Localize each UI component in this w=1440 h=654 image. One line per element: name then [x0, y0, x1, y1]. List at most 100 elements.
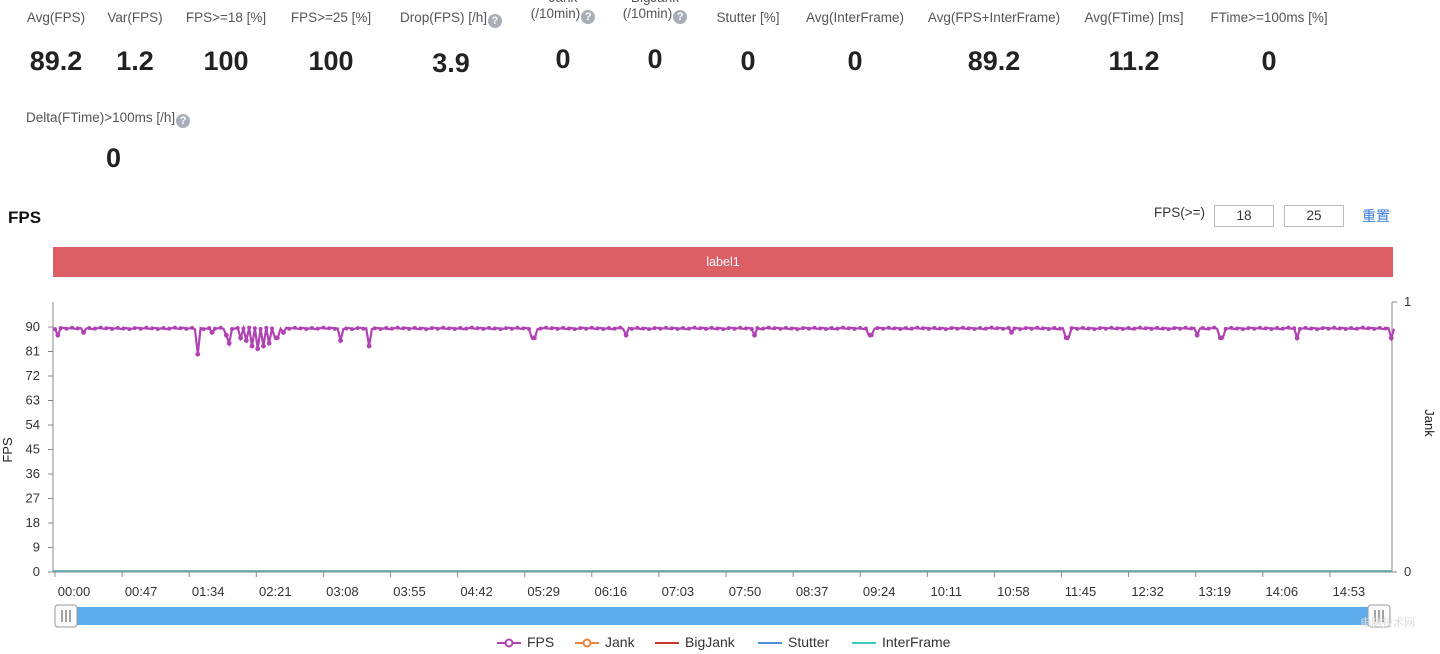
fps-point — [98, 325, 103, 330]
fps-point — [526, 327, 531, 332]
fps-point — [418, 326, 423, 331]
fps-point — [669, 326, 674, 331]
legend-swatch-icon — [575, 638, 599, 648]
fps-point — [1372, 326, 1377, 331]
x-tick-label: 02:21 — [259, 584, 292, 599]
fps-point — [743, 326, 748, 331]
fps-point — [212, 326, 217, 331]
fps-dip-point — [249, 343, 255, 349]
x-tick-label: 03:55 — [393, 584, 426, 599]
metric-0: Avg(FPS) 89.2 — [0, 10, 126, 77]
legend-item-jank[interactable]: Jank — [575, 634, 635, 650]
fps-dip-point — [238, 335, 243, 341]
metric-value: 0 — [847, 46, 863, 76]
fps-dip-point — [530, 335, 536, 341]
help-icon[interactable]: ? — [176, 114, 191, 128]
metric-label: Delta(FTime)>100ms [/h]? — [26, 110, 206, 128]
fps-point — [1103, 326, 1108, 331]
fps-point — [1257, 325, 1262, 330]
fps-point — [121, 326, 126, 331]
metric-value: 89.2 — [967, 46, 1021, 76]
fps-point — [292, 325, 297, 330]
fps-point — [1337, 326, 1342, 331]
fps-point — [544, 325, 549, 330]
fps-point — [1109, 325, 1114, 330]
fps-point — [966, 326, 971, 331]
legend-item-stutter[interactable]: Stutter — [758, 634, 829, 650]
help-icon[interactable]: ? — [581, 10, 596, 24]
x-tick-label: 11:45 — [1065, 584, 1097, 599]
x-tick-label: 14:06 — [1266, 584, 1299, 599]
fps-point — [498, 327, 503, 332]
fps-point — [1160, 326, 1165, 331]
help-icon[interactable]: ? — [673, 10, 688, 24]
x-tick-label: 14:53 — [1333, 584, 1366, 599]
fps-point — [1303, 325, 1308, 330]
fps-point — [167, 326, 172, 331]
x-tick-label: 09:24 — [863, 584, 896, 599]
fps-point — [1286, 325, 1291, 330]
metric-value: 0 — [1261, 46, 1277, 76]
fps-dip-point — [366, 343, 372, 349]
slider-handle-left[interactable] — [54, 604, 78, 628]
fps-point — [1023, 326, 1028, 331]
fps-dip-point — [273, 335, 279, 341]
fps-point — [1183, 325, 1188, 330]
y-axis-label: FPS — [0, 437, 15, 463]
label-band[interactable]: label1 — [53, 247, 1393, 277]
fps-point — [875, 326, 880, 331]
fps-point — [783, 325, 788, 330]
fps-point — [641, 326, 646, 331]
fps-point — [812, 325, 817, 330]
fps-point — [1275, 326, 1280, 331]
fps-dip-point — [1388, 335, 1394, 341]
fps-point — [584, 326, 589, 331]
fps-point — [835, 326, 840, 331]
fps-chart: 0 9 18 27 36 45 54 63 72 81 90 0 1 FPS Jank 00:00 00:47 0… — [0, 294, 1437, 628]
fps-point — [304, 327, 309, 332]
y-tick-label: 18 — [26, 515, 40, 530]
fps-point — [469, 325, 474, 330]
fps-point — [435, 326, 440, 331]
fps-point — [492, 326, 497, 331]
metric-label: Stutter [%] — [716, 10, 780, 25]
fps-point — [983, 326, 988, 331]
legend-item-bigjank[interactable]: BigJank — [655, 634, 735, 650]
fps-dip-point — [623, 332, 629, 338]
x-tick-label: 07:03 — [662, 584, 695, 599]
metric-8: Avg(InterFrame) 0 — [785, 10, 925, 77]
metric-label: Jank(/10min)? — [493, 0, 633, 24]
fps-point — [955, 326, 960, 331]
fps-point — [132, 326, 137, 331]
fps-point — [161, 326, 166, 331]
fps-point — [361, 326, 366, 331]
slider-handle-right[interactable] — [1367, 604, 1391, 628]
y-tick-label: 45 — [26, 442, 40, 457]
x-tick-label: 08:37 — [796, 584, 829, 599]
threshold-low-input[interactable]: 18 — [1214, 205, 1274, 227]
threshold-high-input[interactable]: 25 — [1284, 205, 1344, 227]
fps-point — [429, 326, 434, 331]
help-icon[interactable]: ? — [488, 14, 503, 28]
fps-dip-point — [1194, 332, 1200, 338]
legend-item-interframe[interactable]: InterFrame — [852, 634, 950, 650]
fps-point — [715, 326, 720, 331]
fps-point — [1223, 326, 1228, 331]
zoom-slider[interactable] — [54, 604, 1391, 628]
reset-button[interactable]: 重置 — [1362, 208, 1390, 224]
fps-point — [1297, 326, 1302, 331]
fps-point — [355, 326, 360, 331]
metric-7: Stutter [%] 0 — [678, 10, 818, 77]
x-tick-label: 00:47 — [125, 584, 158, 599]
fps-point — [309, 326, 314, 331]
fps-point — [578, 326, 583, 331]
fps-point — [1000, 326, 1005, 331]
fps-dip-point — [338, 338, 343, 344]
fps-point — [1377, 325, 1382, 330]
fps-point — [1046, 327, 1051, 332]
fps-dip-point — [255, 346, 261, 352]
fps-point — [487, 325, 492, 330]
fps-point — [1075, 326, 1080, 331]
slider-track[interactable] — [55, 607, 1390, 625]
legend-item-fps[interactable]: FPS — [497, 634, 554, 650]
